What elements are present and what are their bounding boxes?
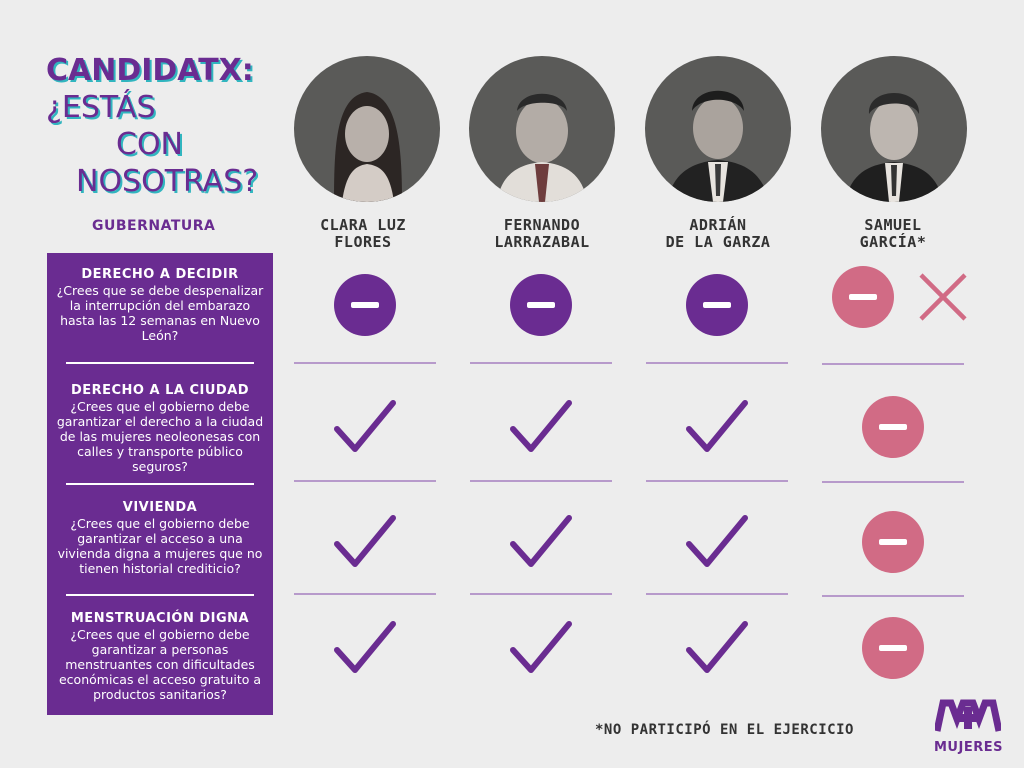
row-divider: [470, 593, 612, 595]
candidate-name-line: FLORES: [334, 233, 392, 251]
minus-icon: [832, 266, 894, 328]
candidate-name-3: ADRIÁN DE LA GARZA: [633, 217, 803, 251]
row-divider: [646, 593, 788, 595]
person-portrait-icon: [667, 90, 769, 202]
title-line-2: ¿ESTÁS: [46, 90, 156, 125]
minus-icon: [862, 511, 924, 573]
row-divider: [646, 362, 788, 364]
question-divider: [66, 362, 254, 364]
check-icon: [686, 400, 748, 452]
minus-icon: [334, 274, 396, 336]
question-2: DERECHO A LA CIUDAD ¿Crees que el gobier…: [55, 383, 265, 474]
title-line-1: CANDIDATX:: [46, 53, 254, 88]
minus-icon: [510, 274, 572, 336]
question-text: ¿Crees que el gobierno debe garantizar a…: [58, 627, 262, 702]
question-heading: MENSTRUACIÓN DIGNA: [70, 611, 250, 626]
person-portrait-icon: [334, 92, 402, 202]
check-icon: [510, 515, 572, 567]
person-portrait-icon: [497, 93, 587, 202]
candidate-name-line: FERNANDO: [503, 216, 581, 234]
person-portrait-icon: [845, 93, 943, 202]
x-icon: [919, 273, 967, 321]
candidate-name-2: FERNANDO LARRAZABAL: [457, 217, 627, 251]
candidate-name-line: LARRAZABAL: [494, 233, 590, 251]
minus-icon: [862, 617, 924, 679]
check-icon: [334, 515, 396, 567]
row-divider: [822, 481, 964, 483]
candidate-name-4: SAMUEL GARCÍA*: [808, 217, 978, 251]
row-divider: [470, 480, 612, 482]
main-title: CANDIDATX: ¿ESTÁS CON NOSOTRAS?: [46, 52, 258, 200]
question-heading: DERECHO A LA CIUDAD: [70, 383, 250, 398]
row-divider: [822, 595, 964, 597]
section-label: GUBERNATURA: [92, 218, 216, 234]
candidate-name-line: DE LA GARZA: [665, 233, 771, 251]
candidate-name-line: GARCÍA*: [859, 233, 927, 251]
candidate-photo-4: [821, 56, 967, 202]
question-text: ¿Crees que el gobierno debe garantizar e…: [56, 399, 264, 474]
question-heading: DERECHO A DECIDIR: [81, 267, 239, 282]
title-line-3: CON: [116, 127, 184, 162]
check-icon: [686, 621, 748, 673]
row-divider: [294, 593, 436, 595]
question-1: DERECHO A DECIDIR ¿Crees que se debe des…: [55, 267, 265, 343]
candidate-name-line: ADRIÁN: [689, 216, 747, 234]
check-icon: [510, 621, 572, 673]
minus-icon: [686, 274, 748, 336]
question-divider: [66, 594, 254, 596]
candidate-name-line: SAMUEL: [864, 216, 922, 234]
question-divider: [66, 483, 254, 485]
row-divider: [294, 362, 436, 364]
candidate-name-1: CLARA LUZ FLORES: [278, 217, 448, 251]
check-icon: [510, 400, 572, 452]
candidate-photo-2: [469, 56, 615, 202]
candidate-photo-1: [294, 56, 440, 202]
candidate-photo-3: [645, 56, 791, 202]
mujeres-logo-icon: [933, 699, 1003, 732]
question-text: ¿Crees que se debe despenalizar la inter…: [56, 283, 264, 343]
title-line-4: NOSOTRAS?: [76, 164, 259, 199]
question-3: VIVIENDA ¿Crees que el gobierno debe gar…: [55, 500, 265, 576]
check-icon: [334, 621, 396, 673]
row-divider: [646, 480, 788, 482]
brand-logo: [933, 695, 1003, 743]
check-icon: [334, 400, 396, 452]
question-text: ¿Crees que el gobierno debe garantizar e…: [57, 516, 263, 576]
row-divider: [294, 480, 436, 482]
brand-logo-text: MUJERES: [934, 740, 1003, 755]
footnote: *NO PARTICIPÓ EN EL EJERCICIO: [595, 722, 854, 738]
questions-panel: DERECHO A DECIDIR ¿Crees que se debe des…: [47, 253, 273, 715]
row-divider: [822, 363, 964, 365]
minus-icon: [862, 396, 924, 458]
row-divider: [470, 362, 612, 364]
question-heading: VIVIENDA: [122, 500, 198, 515]
question-4: MENSTRUACIÓN DIGNA ¿Crees que el gobiern…: [55, 611, 265, 702]
check-icon: [686, 515, 748, 567]
candidate-name-line: CLARA LUZ: [320, 216, 406, 234]
